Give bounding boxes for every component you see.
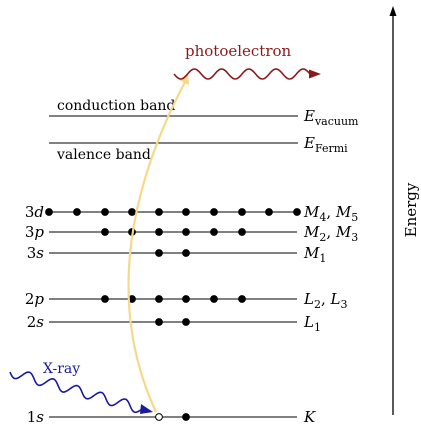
x-ray-arrowhead	[140, 404, 153, 414]
electron	[182, 208, 190, 216]
orbital-label-3d: 3d	[25, 203, 44, 221]
electron	[210, 295, 218, 303]
electron	[238, 208, 246, 216]
photoelectron-label: photoelectron	[185, 42, 292, 60]
shell-label-3d: M4, M5	[303, 203, 358, 224]
electron-vacancy	[155, 413, 163, 421]
energy-axis-label: Energy	[402, 182, 420, 237]
x-ray-wave	[9, 371, 143, 414]
photoelectron-arrowhead	[309, 69, 321, 79]
core-levels: 3d M4, M5 3p M2, M3 3s M1 2p L2, L3 2s L1 1s K	[25, 203, 358, 424]
electron	[210, 208, 218, 216]
electron	[73, 208, 81, 216]
electron	[238, 295, 246, 303]
electron	[182, 228, 190, 236]
electron	[238, 228, 246, 236]
electron	[155, 318, 163, 326]
orbital-label-3s: 3s	[27, 244, 45, 262]
photoelectron-wave	[173, 68, 311, 80]
shell-label-1s: K	[303, 408, 316, 424]
energy-axis	[389, 6, 397, 415]
electron	[128, 208, 136, 216]
valence-band-label: valence band	[56, 147, 151, 163]
electron	[155, 295, 163, 303]
conduction-band-label: conduction band	[57, 98, 175, 114]
orbital-label-2s: 2s	[27, 313, 45, 331]
electron	[101, 295, 109, 303]
electron	[45, 208, 53, 216]
orbital-label-3p: 3p	[25, 223, 45, 241]
shell-label-3p: M2, M3	[303, 223, 358, 244]
orbital-label-2p: 2p	[25, 290, 45, 308]
x-ray-label: X-ray	[43, 361, 80, 377]
electron	[293, 208, 301, 216]
electron	[101, 208, 109, 216]
orbital-label-1s: 1s	[27, 408, 45, 424]
shell-label-3s: M1	[303, 244, 326, 265]
shell-label-2s: L1	[303, 313, 321, 334]
fermi-level-label: EFermi	[303, 134, 348, 155]
electron	[265, 208, 273, 216]
shell-label-2p: L2, L3	[303, 290, 347, 311]
electron	[182, 249, 190, 257]
transition-arrow	[127, 79, 187, 413]
electron	[155, 228, 163, 236]
electron	[182, 295, 190, 303]
electron	[210, 228, 218, 236]
electron	[155, 249, 163, 257]
electron	[101, 228, 109, 236]
vacuum-level-label: Evacuum	[303, 107, 359, 128]
electron	[182, 318, 190, 326]
electron	[182, 413, 190, 421]
electron	[155, 208, 163, 216]
